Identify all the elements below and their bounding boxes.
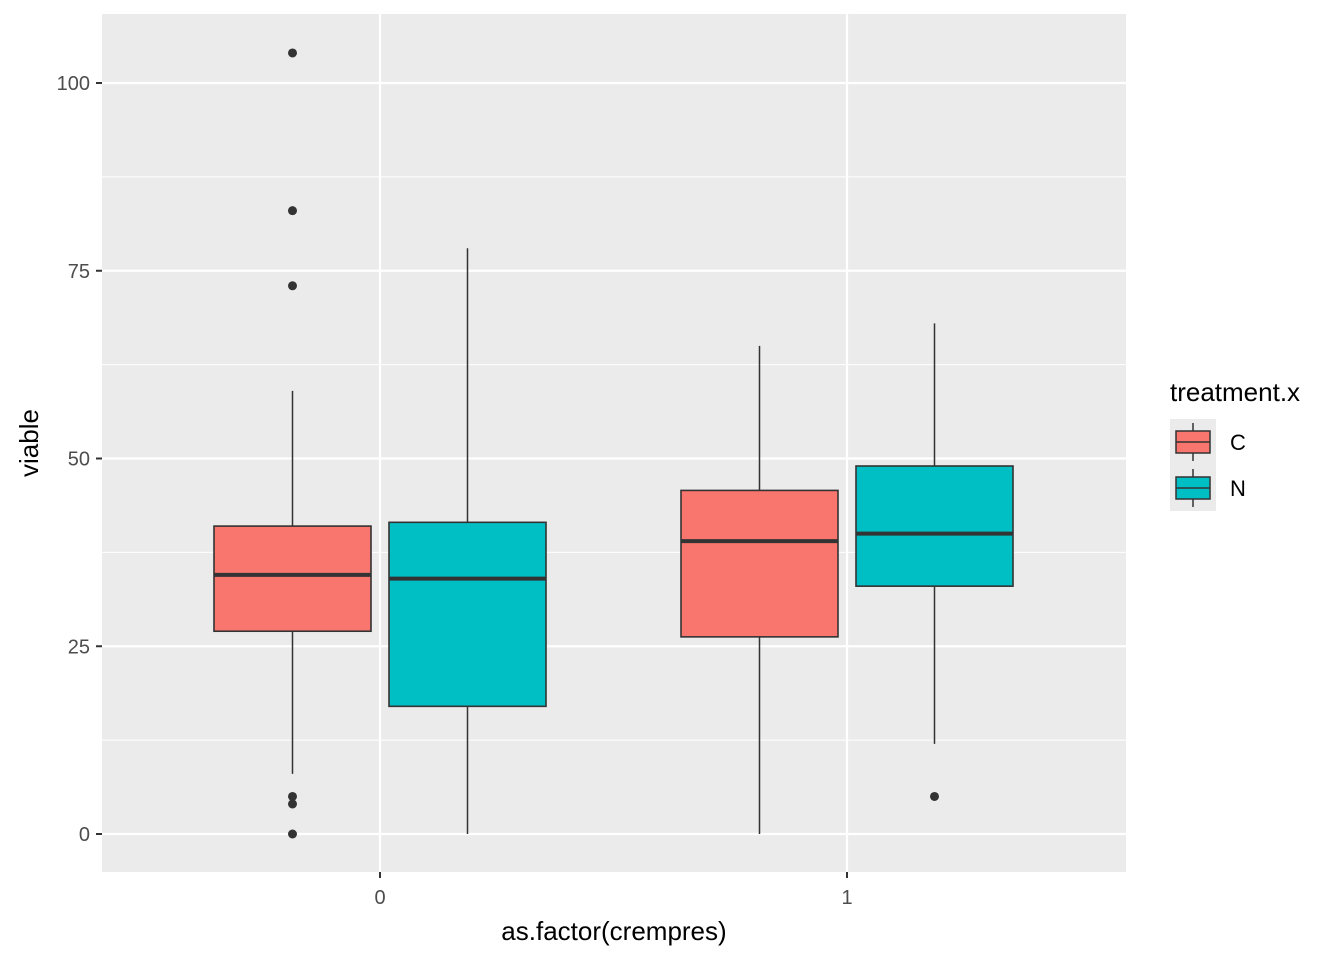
box-N-1 — [855, 323, 1014, 801]
y-tick-label: 25 — [68, 636, 90, 658]
legend-key-N: N — [1170, 465, 1246, 511]
box — [680, 489, 839, 638]
legend-label: C — [1230, 430, 1246, 455]
outlier-point — [288, 48, 297, 58]
box-C-1 — [680, 345, 839, 834]
y-axis-title: viable — [14, 409, 44, 477]
y-tick-label: 0 — [79, 824, 90, 846]
x-axis-title: as.factor(crempres) — [501, 916, 726, 946]
y-tick-label: 100 — [57, 73, 90, 95]
box-N-0 — [388, 248, 547, 834]
x-tick-label: 0 — [374, 887, 385, 909]
legend: treatment.x CN — [1170, 377, 1300, 511]
panel-background — [102, 14, 1126, 872]
box — [388, 521, 547, 708]
y-tick-label: 50 — [68, 449, 90, 471]
box — [213, 525, 372, 633]
legend-title: treatment.x — [1170, 377, 1300, 407]
legend-key-C: C — [1170, 419, 1246, 465]
outlier-point — [288, 799, 297, 809]
outlier-point — [288, 829, 297, 839]
x-tick-label: 1 — [841, 887, 852, 909]
box-C-0 — [213, 48, 372, 839]
outlier-point — [930, 791, 939, 801]
outlier-point — [288, 206, 297, 216]
y-tick-label: 75 — [68, 261, 90, 283]
box — [855, 465, 1014, 587]
outlier-point — [288, 281, 297, 291]
outlier-point — [288, 791, 297, 801]
legend-label: N — [1230, 476, 1246, 501]
